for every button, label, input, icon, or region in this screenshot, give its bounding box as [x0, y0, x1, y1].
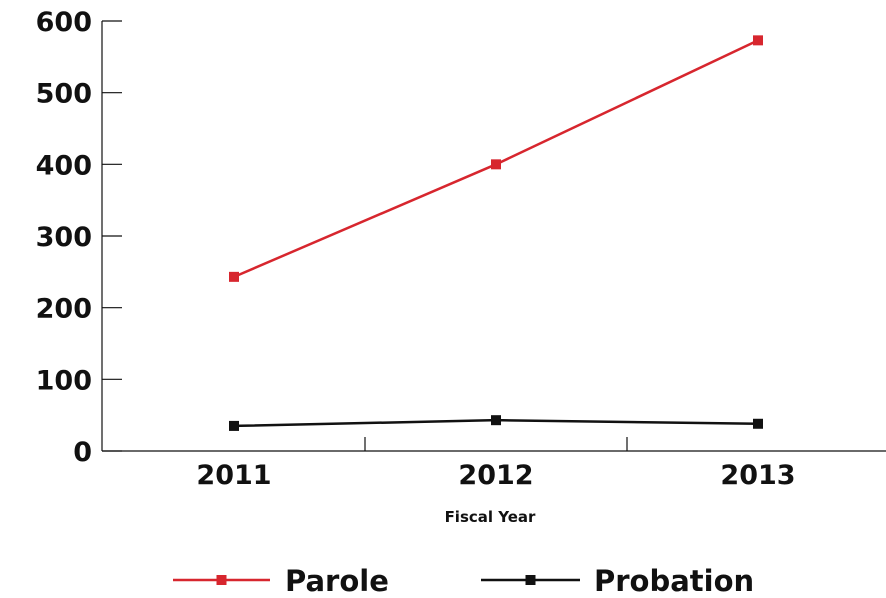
series-parole — [229, 35, 763, 282]
y-tick-label: 0 — [73, 437, 92, 468]
data-point — [753, 418, 763, 429]
legend-item-probation: Probation — [481, 564, 754, 598]
y-axis: 0 100 200 300 400 500 600 — [36, 7, 122, 468]
series-line — [233, 39, 759, 278]
y-tick-label: 300 — [36, 222, 92, 253]
y-tick-label: 600 — [36, 7, 92, 38]
x-axis: 2011 2012 2013 — [102, 437, 886, 491]
data-point — [491, 159, 501, 170]
legend-item-parole: Parole — [173, 564, 389, 598]
series-probation — [229, 415, 763, 431]
data-point — [753, 35, 763, 46]
y-tick-label: 200 — [36, 294, 92, 325]
x-tick-label: 2012 — [458, 460, 533, 491]
x-tick-label: 2011 — [196, 460, 271, 491]
x-tick-label: 2013 — [720, 460, 795, 491]
data-point — [491, 415, 501, 426]
y-tick-label: 500 — [36, 79, 92, 110]
data-point — [229, 420, 239, 431]
legend-swatch-marker — [216, 575, 227, 585]
y-tick-label: 400 — [36, 150, 92, 181]
x-axis-label: Fiscal Year — [445, 508, 536, 526]
legend: Parole Probation — [173, 564, 754, 598]
y-tick-label: 100 — [36, 365, 92, 396]
legend-label: Parole — [285, 564, 389, 598]
data-point — [229, 271, 239, 282]
legend-label: Probation — [594, 564, 754, 598]
series-layer — [229, 35, 763, 431]
legend-swatch-marker — [525, 575, 536, 585]
